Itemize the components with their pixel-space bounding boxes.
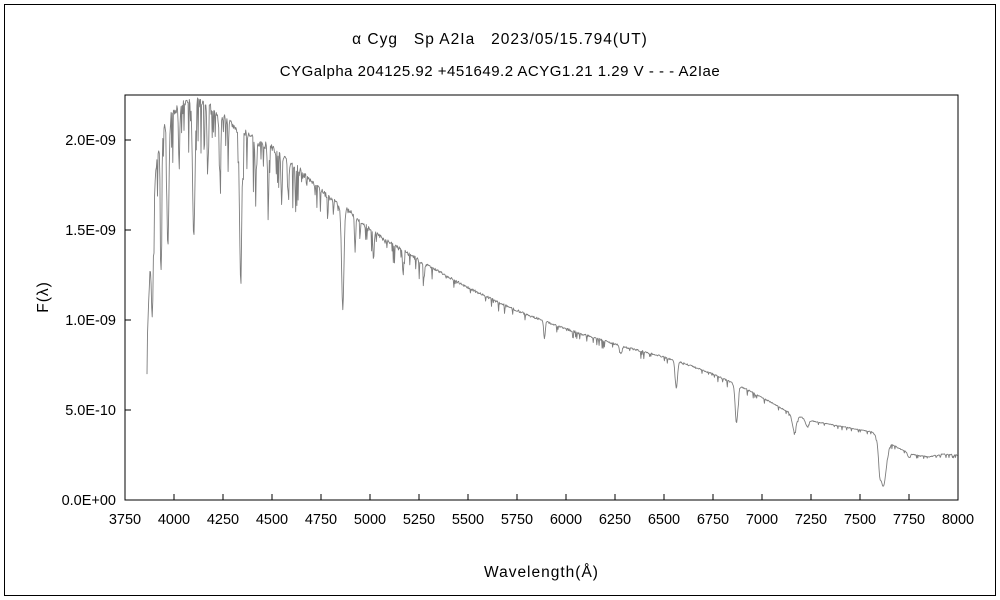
x-tick-label: 7500 xyxy=(844,512,876,528)
chart-subtitle: CYGalpha 204125.92 +451649.2 ACYG1.21 1.… xyxy=(279,63,721,80)
y-tick-label: 1.0E-09 xyxy=(65,313,116,329)
x-axis-label: Wavelength(Å) xyxy=(484,564,599,581)
x-tick-label: 6500 xyxy=(648,512,680,528)
axis-ticks xyxy=(124,139,959,501)
x-tick-label: 6000 xyxy=(550,512,582,528)
x-tick-label: 3750 xyxy=(109,512,141,528)
x-tick-label: 5750 xyxy=(501,512,533,528)
spectrum-line xyxy=(146,97,959,487)
y-tick-label: 5.0E-10 xyxy=(65,403,116,419)
y-tick-label: 0.0E+00 xyxy=(62,493,116,509)
x-tick-label: 6750 xyxy=(697,512,729,528)
x-tick-label: 4500 xyxy=(256,512,288,528)
x-tick-label: 7750 xyxy=(893,512,925,528)
chart-title: α Cyg Sp A2Ia 2023/05/15.794(UT) xyxy=(352,31,648,48)
x-tick-label: 7250 xyxy=(795,512,827,528)
y-tick-label: 2.0E-09 xyxy=(65,133,116,149)
x-tick-label: 5500 xyxy=(452,512,484,528)
x-tick-label: 8000 xyxy=(942,512,974,528)
x-tick-label: 4000 xyxy=(158,512,190,528)
x-tick-label: 6250 xyxy=(599,512,631,528)
y-tick-label: 1.5E-09 xyxy=(65,223,116,239)
x-tick-label: 4250 xyxy=(207,512,239,528)
x-tick-label: 5250 xyxy=(403,512,435,528)
x-tick-label: 4750 xyxy=(305,512,337,528)
x-tick-label: 5000 xyxy=(354,512,386,528)
x-tick-label: 7000 xyxy=(746,512,778,528)
plot-frame xyxy=(124,94,959,501)
outer-border xyxy=(4,4,996,596)
